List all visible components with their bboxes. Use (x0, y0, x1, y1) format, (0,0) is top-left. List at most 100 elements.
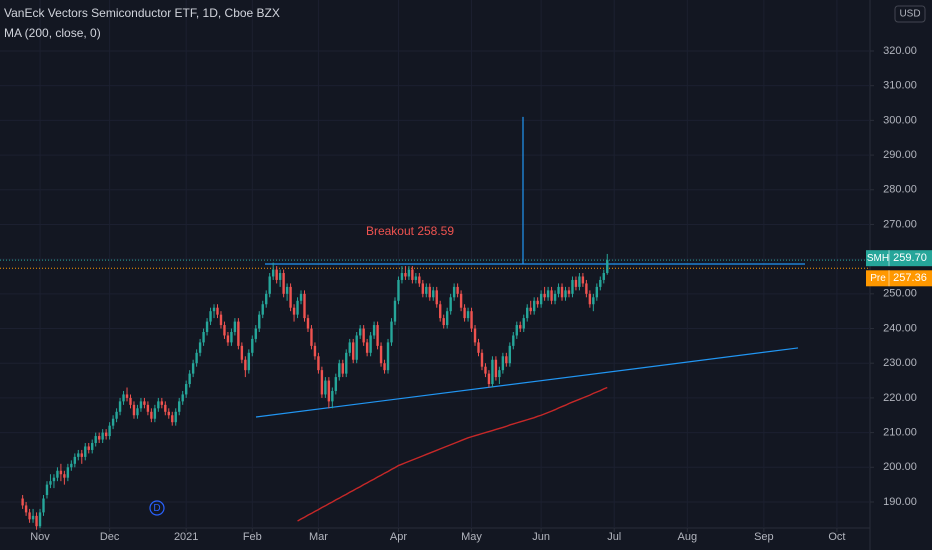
candle-body (188, 373, 191, 385)
candle-body (442, 318, 445, 326)
trend-line (255, 347, 799, 418)
candle-body (383, 363, 386, 371)
y-tick-label: 290.00 (883, 149, 917, 161)
candle-body (129, 397, 132, 405)
candle-body (397, 279, 400, 301)
currency-label[interactable]: USD (899, 9, 920, 20)
candle-body (251, 338, 254, 353)
candle-body (491, 359, 494, 385)
candle-body (178, 401, 181, 412)
price-tag-value: 257.36 (893, 272, 927, 284)
candle-body (379, 345, 383, 364)
y-tick-label: 200.00 (883, 461, 917, 473)
candle-body (414, 276, 418, 280)
candle-body (139, 401, 143, 409)
candle-body (338, 363, 341, 378)
candle-body (407, 269, 411, 277)
candle-body (84, 446, 87, 457)
candle-body (602, 273, 605, 280)
candle-body (365, 342, 369, 353)
y-tick-label: 320.00 (883, 45, 917, 57)
candle-body (536, 300, 539, 305)
x-tick-label: Mar (309, 531, 328, 543)
candle-body (164, 404, 167, 412)
candle-body (313, 345, 317, 357)
candle-body (557, 286, 560, 294)
annotation: Breakout 258.59 (366, 224, 454, 238)
candle-body (56, 470, 59, 478)
candle-body (104, 432, 108, 437)
candle-body (581, 276, 585, 284)
candle-body (473, 328, 477, 343)
candle-body (66, 467, 70, 478)
candle-body (324, 380, 327, 395)
candle-body (230, 331, 233, 343)
candle-body (73, 456, 77, 464)
candle-body (505, 356, 508, 364)
candle-body (59, 470, 63, 475)
y-tick-label: 280.00 (883, 184, 917, 196)
candle-body (494, 359, 498, 378)
candle-body (223, 325, 226, 336)
currency-box[interactable] (894, 5, 926, 23)
candle-body (592, 297, 595, 305)
candle-body (345, 352, 348, 374)
candle-body (118, 401, 122, 412)
candle-body (299, 293, 303, 301)
candle-body (108, 425, 111, 437)
candle-body (310, 328, 313, 346)
candle-body (456, 286, 459, 294)
y-tick-label: 250.00 (883, 288, 917, 300)
x-tick-label: Dec (100, 531, 120, 543)
candle-body (171, 415, 174, 423)
candle-body (143, 401, 146, 405)
candle-body (480, 352, 484, 367)
candle-body (519, 325, 522, 329)
candle-body (153, 408, 157, 419)
candle-body (38, 512, 42, 527)
candle-body (477, 342, 480, 353)
candle-body (115, 411, 118, 419)
candle-body (390, 321, 393, 343)
candle-body (261, 304, 264, 315)
candle-body (28, 512, 31, 520)
chart-title: VanEck Vectors Semiconductor ETF, 1D, Cb… (4, 6, 280, 20)
candle-body (247, 352, 251, 371)
candle-body (411, 269, 414, 280)
candle-body (404, 273, 407, 277)
candle-body (459, 293, 463, 308)
candle-body (606, 260, 609, 274)
candle-body (52, 477, 56, 482)
candle-body (526, 307, 529, 319)
candle-body (21, 498, 24, 506)
candle-body (327, 380, 331, 402)
candle-body (341, 363, 344, 374)
candle-body (449, 297, 452, 312)
candle-body (369, 335, 372, 353)
candle-body (553, 293, 557, 301)
candle-body (216, 307, 219, 315)
candle-body (585, 283, 588, 294)
candle-body (588, 293, 592, 305)
x-tick-label: May (461, 531, 482, 543)
candle-body (244, 359, 247, 371)
y-tick-label: 230.00 (883, 357, 917, 369)
candle-body (125, 394, 129, 398)
candle-body (167, 411, 170, 416)
candle-body (425, 286, 428, 294)
x-tick-label: Jul (607, 531, 621, 543)
candle-body (303, 293, 306, 319)
candle-body (226, 335, 230, 343)
candle-body (306, 318, 310, 329)
candle-body (352, 342, 355, 360)
candle-body (258, 314, 261, 329)
candle-body (271, 269, 275, 277)
candle-body (136, 408, 139, 416)
candle-body (484, 366, 487, 374)
candle-body (522, 318, 525, 329)
candle-body (285, 286, 289, 294)
candle-body (77, 453, 80, 457)
candle-body (233, 321, 237, 332)
